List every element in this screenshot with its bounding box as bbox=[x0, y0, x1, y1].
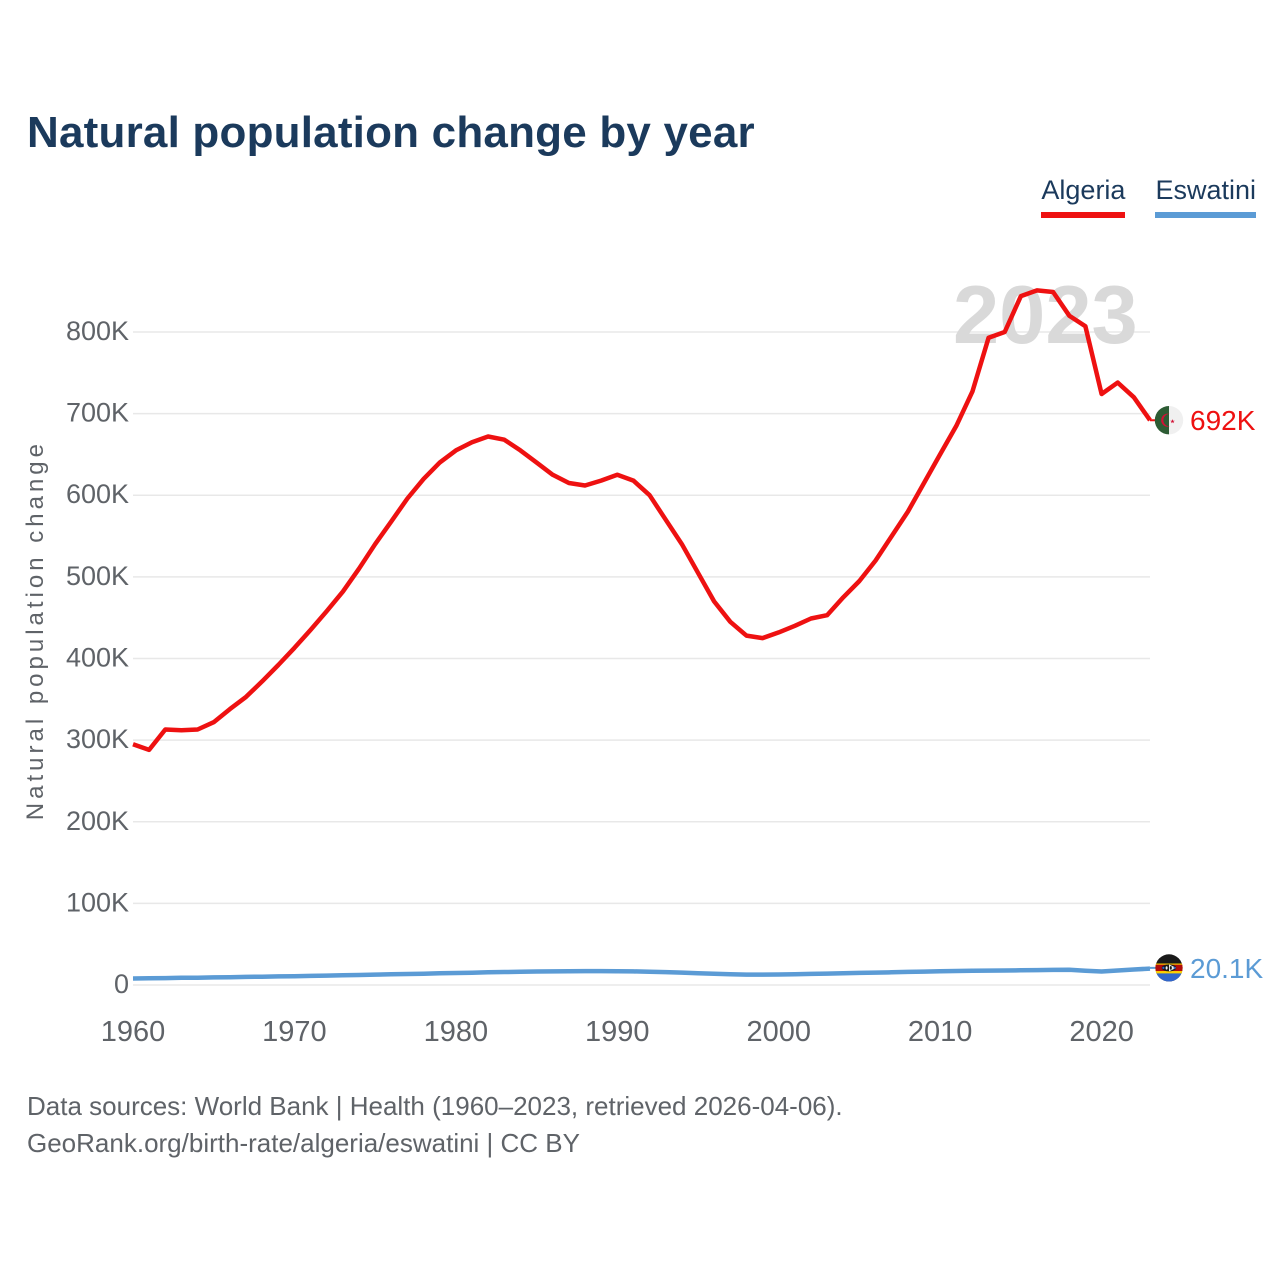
svg-text:692K: 692K bbox=[1190, 405, 1256, 436]
svg-text:20.1K: 20.1K bbox=[1190, 953, 1263, 984]
svg-text:400K: 400K bbox=[66, 643, 129, 673]
svg-text:200K: 200K bbox=[66, 806, 129, 836]
svg-text:1970: 1970 bbox=[262, 1016, 327, 1048]
svg-text:1980: 1980 bbox=[424, 1016, 489, 1048]
svg-text:600K: 600K bbox=[66, 479, 129, 509]
svg-text:300K: 300K bbox=[66, 724, 129, 754]
svg-text:1960: 1960 bbox=[101, 1016, 166, 1048]
svg-text:100K: 100K bbox=[66, 887, 129, 917]
svg-text:2010: 2010 bbox=[908, 1016, 973, 1048]
svg-text:2023: 2023 bbox=[953, 268, 1138, 361]
svg-text:1990: 1990 bbox=[585, 1016, 650, 1048]
svg-text:2000: 2000 bbox=[746, 1016, 811, 1048]
svg-text:0: 0 bbox=[114, 969, 129, 999]
svg-text:500K: 500K bbox=[66, 561, 129, 591]
svg-text:2020: 2020 bbox=[1069, 1016, 1134, 1048]
svg-text:700K: 700K bbox=[66, 398, 129, 428]
svg-text:800K: 800K bbox=[66, 316, 129, 346]
